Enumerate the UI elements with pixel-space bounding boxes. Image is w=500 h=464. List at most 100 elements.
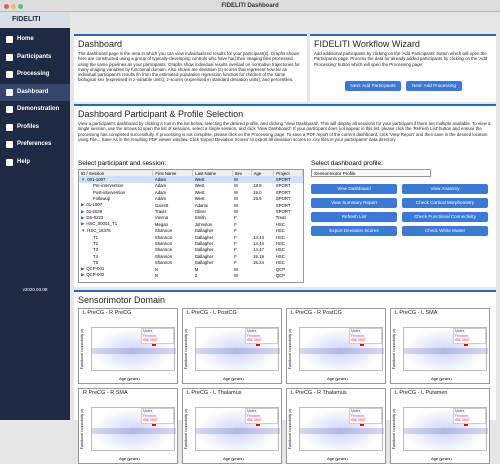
cell-text: Treat <box>275 215 286 221</box>
button[interactable]: View Anatomy <box>402 184 488 194</box>
button[interactable]: View Dashboard <box>311 184 397 194</box>
table-cell: F <box>232 253 251 259</box>
legend: Males Females 001-1007 <box>141 328 174 344</box>
table-cell: SPORT <box>274 189 303 195</box>
table-row[interactable]: ▶ HSC_00001_T1 Megan Johnston F HSC <box>79 221 303 227</box>
table-cell: ▶ DS-0223 <box>79 215 153 221</box>
x-axis-label: Age (years) <box>119 376 140 381</box>
cell-text: Shannon <box>154 253 173 259</box>
cell-text: Gallagher <box>194 228 214 234</box>
cell-text: 15.19 <box>253 253 264 259</box>
table-row[interactable]: T2 Shannon Gallagher F 14.44 HSC <box>79 240 303 246</box>
close-button[interactable] <box>4 3 9 9</box>
button[interactable]: Next: Add Participants <box>345 81 401 91</box>
profile-dropdown[interactable]: Sensorimotor Profile <box>311 169 431 177</box>
nav-item[interactable]: Dashboard <box>0 83 70 101</box>
zoom-button[interactable] <box>18 3 23 9</box>
panel-title: FIDELITI Workflow Wizard <box>314 39 420 49</box>
cell-text: 01-2039 <box>86 208 103 214</box>
expand-arrow[interactable]: ▶ <box>81 208 85 214</box>
table-cell: SPORT <box>274 196 303 202</box>
y-axis-label: Functional connectivity (z) <box>392 328 397 370</box>
cell-text: HSC <box>275 247 285 253</box>
cell-text: 16.24 <box>253 260 264 266</box>
legend-entry: Males <box>143 329 153 333</box>
table-row[interactable]: ▶ 01-2039 Travis Oliver M SPORT <box>79 208 303 215</box>
table-cell: Adam <box>153 183 193 189</box>
button[interactable]: Check Cortical Morphometry <box>402 198 488 208</box>
column-header: Age <box>251 170 275 177</box>
table-cell: N <box>153 266 193 272</box>
button[interactable]: Check Functional Connectivity <box>402 212 488 222</box>
logo: FIDELITI <box>0 12 70 28</box>
table-row[interactable]: ▶ DS-0223 Vienna Smith F Treat <box>79 215 303 221</box>
cell-text: HSC_16376 <box>87 228 111 234</box>
expand-arrow[interactable]: ▶ <box>81 266 85 272</box>
button[interactable]: Next: Add Processing <box>406 81 462 91</box>
expand-arrow[interactable]: ▶ <box>81 221 85 227</box>
nav-item[interactable]: Demonstration <box>0 101 70 118</box>
x-axis-label: Age (years) <box>327 376 348 381</box>
table-cell: M <box>232 266 251 272</box>
table-row[interactable]: ▶ 01-1007 Garrett Adams M SPORT <box>79 202 303 208</box>
table-cell: ▶ QCP-002 <box>79 272 153 278</box>
nav-item[interactable]: Home <box>0 31 70 48</box>
x-axis-label: Age (years) <box>223 376 244 381</box>
table-cell: M <box>232 208 251 214</box>
panel-title: Dashboard Participant & Profile Selectio… <box>78 109 244 119</box>
button[interactable]: Check White Matter <box>402 226 488 236</box>
nav-item[interactable]: Processing <box>0 66 70 83</box>
cell-text: QCP-001 <box>86 266 105 272</box>
plot: R PreCG - R SMA Males Females 001-1007 Age (… <box>78 388 178 464</box>
table-cell: 19.0 <box>251 189 274 195</box>
table-cell: ▼ HSC_16376 <box>79 228 153 234</box>
cell-text: Adams <box>194 202 209 208</box>
table-row[interactable]: ▼ HSC_16376 Shannon Gallagher F HSC <box>79 228 303 234</box>
cell-text: SPORT <box>275 209 291 215</box>
button[interactable]: Export Deviation Scores <box>311 226 397 236</box>
table-row[interactable]: Pre-intervention Adam West M 18.9 SPORT <box>79 183 303 189</box>
selection-panel: Dashboard Participant & Profile Selectio… <box>74 104 496 287</box>
cell-text: SPORT <box>275 183 291 189</box>
legend-entry: Males <box>143 409 153 413</box>
cell-text: Adam <box>154 183 167 189</box>
expand-arrow[interactable]: ▼ <box>81 228 86 234</box>
nav-item[interactable]: Preferences <box>0 136 70 153</box>
cell-text: Oliver <box>194 209 206 215</box>
legend-entry: 001-1007 <box>351 418 366 422</box>
legend: Males Females 001-1007 <box>349 408 382 424</box>
legend: Males Females 001-1007 <box>453 408 486 424</box>
table-row[interactable]: ▶ QCP-002 N Z M QCP <box>79 272 303 278</box>
expand-arrow[interactable]: ▶ <box>81 272 85 278</box>
panel-text: Add additional participants by clicking … <box>314 51 488 67</box>
table-cell: Gallagher <box>193 240 232 246</box>
participant-marker <box>464 342 468 346</box>
nav-item[interactable]: Profiles <box>0 119 70 136</box>
table-cell: HSC <box>274 240 303 246</box>
expand-arrow[interactable]: ▼ <box>81 177 86 183</box>
nav-item[interactable]: Participants <box>0 49 70 66</box>
table-row[interactable]: ▼ 001-1007 Adam West M SPORT <box>79 176 303 183</box>
table-row[interactable]: T5 Shannon Gallagher F 16.24 HSC <box>79 259 303 265</box>
table-cell: Travis <box>153 208 193 214</box>
table-cell: ▼ 001-1007 <box>79 176 153 183</box>
plot: L PreCG - L SMA Males Females 001-1007 Age (… <box>390 308 490 384</box>
table-row[interactable]: Followup Adam West M 19.5 SPORT <box>79 196 303 202</box>
cell-text: QCP <box>275 266 286 272</box>
expand-arrow[interactable]: ▶ <box>81 202 85 208</box>
table-row[interactable]: T4 Shannon Gallagher F 15.19 HSC <box>79 253 303 259</box>
panel-title: Dashboard <box>78 39 123 49</box>
button[interactable]: View Summary Report <box>311 198 397 208</box>
cell-text: West <box>194 183 205 189</box>
nav-item[interactable]: Help <box>0 154 70 171</box>
table-row[interactable]: ▶ QCP-001 N M M QCP <box>79 266 303 272</box>
table-row[interactable]: T1 Shannon Gallagher F 14.43 HSC <box>79 234 303 240</box>
cell-text: 01-1007 <box>86 202 103 208</box>
minimize-button[interactable] <box>11 3 16 9</box>
table-row[interactable]: Post-intervention Adam West M 19.0 SPORT <box>79 189 303 195</box>
button[interactable]: Refresh List <box>311 212 397 222</box>
table-cell: F <box>232 228 251 234</box>
table-row[interactable]: T3 Shannon Gallagher F 14.47 HSC <box>79 247 303 253</box>
expand-arrow[interactable]: ▶ <box>81 214 85 220</box>
wizard-panel: FIDELITI Workflow Wizard Add additional … <box>310 34 496 102</box>
